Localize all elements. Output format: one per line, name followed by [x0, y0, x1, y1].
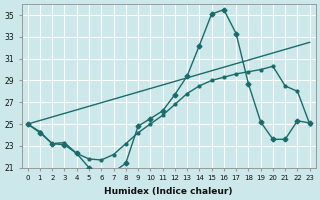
X-axis label: Humidex (Indice chaleur): Humidex (Indice chaleur)	[104, 187, 233, 196]
